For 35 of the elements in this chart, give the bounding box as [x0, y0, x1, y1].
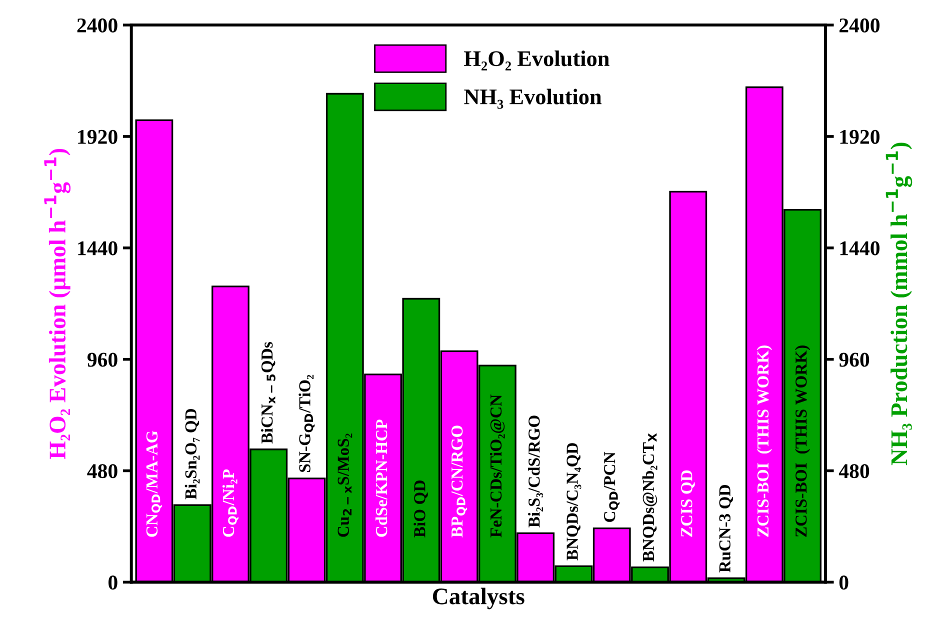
x-tick-label: ZCIS-BOI (THIS WORK) — [795, 346, 810, 537]
y-tick-label: 1920 — [78, 130, 118, 144]
x-tick-label: ZCIS QD — [681, 470, 695, 537]
y-tick-label: 1440 — [78, 241, 118, 256]
x-tick-label: RuCN-3 QD — [719, 485, 733, 572]
x-tick-label: BNQDs/C₃N₄QD — [566, 443, 582, 560]
y2-tick-label: 960 — [839, 352, 870, 367]
x-tick-label: ZCIS-BOI (THIS WORK) — [756, 346, 772, 537]
x-tick-label: BP$_{QD}$/CN/RGO — [451, 426, 467, 538]
x-tick-label: CdSe/KPN-HCP — [375, 420, 388, 537]
x-tick-label: C$_{QD}$/PCN — [604, 452, 620, 522]
y-axis-title: H₂O₂ Evolution (μmol h$^{−1}$g$^{−1}$) — [44, 148, 71, 460]
x-tick-label: BiCN$_{x−5}$QDs — [260, 342, 276, 444]
x-tick-label: Bi₂S₃/CdS/RGO — [528, 416, 544, 528]
x-tick-label: C$_{QD}$/Ni₂P — [222, 469, 238, 537]
x-axis-title: Catalysts — [432, 588, 524, 610]
y2-tick-label: 2400 — [840, 18, 880, 32]
x-tick-label: BNQDs@Nb₂CT$_{X}$ — [642, 433, 658, 562]
legend-label: NH₃ Evolution — [464, 88, 602, 109]
x-tick-label: BiO QD — [414, 480, 428, 538]
y-tick-label: 0 — [108, 576, 118, 590]
x-tick-label: Cu$_{2−x}$S/MoS₂ — [338, 434, 352, 537]
x-tick-label: FeN-CDs/TiO₂@CN — [490, 394, 505, 538]
x-tick-label: CN$_{QD}$/MA-AG — [146, 430, 162, 537]
x-tick-label: SN-G$_{QD}$/TiO₂ — [298, 374, 315, 472]
y2-tick-label: 480 — [838, 464, 870, 478]
y2-tick-label: 1920 — [840, 130, 880, 144]
y-tick-label: 2400 — [77, 18, 118, 32]
y-tick-label: 960 — [87, 352, 118, 367]
y2-tick-label: 0 — [839, 576, 848, 590]
y-tick-label: 480 — [87, 464, 118, 478]
y2-axis-title: NH₃ Production (mmol h$^{−1}$g$^{−1}$) — [886, 142, 912, 466]
legend-label: H₂O₂ Evolution — [464, 50, 610, 70]
x-tick-label: Bi₂Sn₂O₇ QD — [184, 408, 200, 500]
y2-tick-label: 1440 — [840, 241, 880, 256]
